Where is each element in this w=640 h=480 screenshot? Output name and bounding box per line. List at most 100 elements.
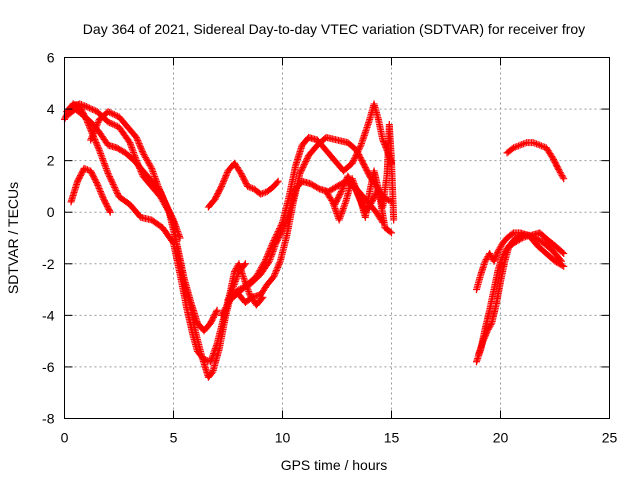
data-point-marker [82,102,90,110]
data-point-marker [272,232,280,240]
data-point-marker [93,142,101,150]
data-point-marker [277,222,285,230]
data-point-marker [338,186,346,194]
data-point-marker [356,143,364,151]
data-point-marker [134,138,142,146]
data-point-marker [274,177,282,185]
data-point-marker [111,183,119,191]
data-point-marker [223,170,231,178]
data-point-marker [133,135,141,143]
data-point-marker [508,230,516,238]
data-point-marker [93,122,101,130]
data-point-marker [353,150,361,158]
data-point-marker [483,328,491,336]
data-point-marker [168,213,176,221]
data-point-marker [558,248,566,256]
data-point-marker [99,156,107,164]
data-point-marker [176,234,184,242]
data-point-marker [108,179,116,187]
data-point-marker [300,162,308,170]
data-point-marker [275,226,283,234]
data-point-marker [156,186,164,194]
data-point-marker [89,131,97,139]
data-point-marker [106,108,114,116]
data-point-marker [91,126,99,134]
data-point-marker [147,163,155,171]
data-point-marker [125,137,133,145]
data-point-marker [220,176,228,184]
data-point-marker [268,241,276,249]
data-point-marker [480,336,488,344]
data-point-marker [213,306,221,314]
data-point-marker [358,200,366,208]
data-point-marker [536,141,544,149]
data-point-marker [95,183,103,191]
data-point-marker [155,184,163,192]
data-point-marker [219,179,227,187]
y-tick-label: -2 [42,256,55,272]
data-point-marker [482,330,490,338]
data-point-marker [275,260,283,268]
data-point-marker [107,119,115,127]
data-point-marker [261,257,269,265]
data-point-marker [90,128,98,136]
data-point-marker [487,321,495,329]
data-point-marker [539,142,547,150]
data-point-marker [96,148,104,156]
data-point-marker [300,161,308,169]
data-point-marker [156,187,164,195]
data-point-marker [262,256,270,264]
data-point-marker [518,141,526,149]
data-point-marker [94,119,102,127]
data-point-marker [297,167,305,175]
data-point-marker [137,144,145,152]
data-point-marker [274,228,282,236]
data-point-marker [88,133,96,141]
data-point-marker [217,184,225,192]
data-point-marker [352,152,360,160]
data-point-marker [95,146,103,154]
data-point-marker [480,334,488,342]
y-tick-label: 4 [47,101,55,117]
data-point-marker [328,196,336,204]
x-tick-label: 10 [275,430,291,446]
data-point-marker [493,250,501,258]
data-point-marker [92,178,100,186]
data-point-marker [298,165,306,173]
data-point-marker [559,173,567,181]
data-point-marker [348,159,356,167]
data-point-marker [560,175,568,183]
data-point-marker [98,153,106,161]
data-point-marker [276,225,284,233]
data-point-marker [98,192,106,200]
data-point-marker [99,194,107,202]
data-point-marker [271,270,279,278]
data-point-marker [492,251,500,259]
y-tick-label: 0 [47,204,55,220]
data-point-marker [95,145,103,153]
data-point-marker [158,190,166,198]
data-points [61,100,568,381]
data-point-marker [270,237,278,245]
data-point-marker [341,178,349,186]
data-point-marker [264,251,272,259]
data-point-marker [164,204,172,212]
data-point-marker [89,105,97,113]
data-point-marker [339,184,347,192]
data-point-marker [272,268,280,276]
data-point-marker [81,102,89,110]
y-tick-label: -8 [42,411,55,427]
data-point-marker [273,229,281,237]
data-point-marker [102,163,110,171]
data-point-marker [511,143,519,151]
data-point-marker [357,197,365,205]
data-point-marker [162,201,170,209]
data-point-marker [263,252,271,260]
data-point-marker [106,174,114,182]
data-point-marker [302,156,310,164]
data-point-marker [266,245,274,253]
data-point-marker [247,184,255,192]
data-point-marker [134,137,142,145]
x-axis-label: GPS time / hours [281,457,388,473]
data-point-marker [273,179,281,187]
